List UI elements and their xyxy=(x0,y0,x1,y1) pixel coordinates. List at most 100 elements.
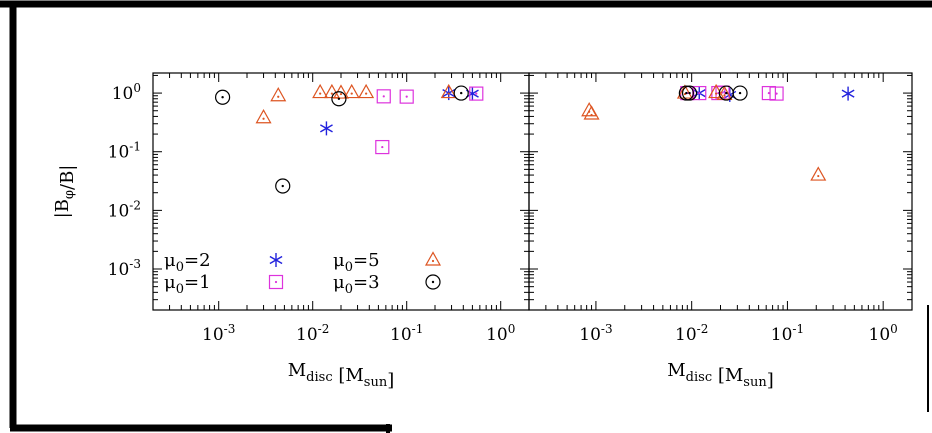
data-point xyxy=(692,85,707,101)
triangle-center-dot xyxy=(715,92,718,95)
x-tick-label: 100 xyxy=(486,322,515,345)
data-point xyxy=(681,85,698,101)
triangle-center-dot xyxy=(262,117,265,120)
series-mu3 xyxy=(214,85,469,194)
triangle-outline xyxy=(810,166,827,181)
square-center-dot xyxy=(405,95,408,98)
circle-center-dot xyxy=(337,97,341,100)
x-tick-label: 10-3 xyxy=(202,322,235,345)
x-tick-label: 100 xyxy=(869,322,898,345)
asterisk-stroke xyxy=(320,124,333,133)
data-point xyxy=(841,86,855,101)
data-point xyxy=(312,83,329,99)
data-point xyxy=(331,91,347,107)
y-tick-label: 10-3 xyxy=(108,257,141,280)
data-point xyxy=(270,87,287,102)
legend-label: μ0=5 xyxy=(333,250,380,275)
data-point xyxy=(581,102,598,117)
data-point xyxy=(214,89,231,105)
legend-marker xyxy=(268,274,284,290)
legend-marker xyxy=(425,274,441,290)
triangle-center-dot xyxy=(350,92,353,95)
square-center-dot xyxy=(274,280,278,284)
triangle-outline xyxy=(343,83,360,99)
triangle-outline xyxy=(440,83,457,99)
data-point xyxy=(375,139,390,155)
right-panel: 10-3 10-2 10-1 100 Mdisc [Msun] xyxy=(528,72,913,391)
legend-marker xyxy=(424,251,442,266)
series-mu5 xyxy=(255,83,457,124)
data-point xyxy=(810,166,827,181)
legend: μ0=2 μ0=5 μ0=1 μ0=3 xyxy=(164,250,442,297)
circle-outline xyxy=(331,91,347,107)
circle-outline xyxy=(275,178,291,194)
asterisk-stroke xyxy=(269,255,283,265)
data-point xyxy=(275,178,291,194)
data-point xyxy=(399,89,414,104)
data-point xyxy=(583,105,600,120)
y-tick-label: 10-1 xyxy=(108,140,141,163)
data-point xyxy=(320,121,333,136)
circle-center-dot xyxy=(685,91,688,95)
data-point xyxy=(469,86,484,101)
circle-center-dot xyxy=(688,91,691,95)
y-axis-label: |Bφ/B| xyxy=(52,165,78,219)
asterisk-stroke xyxy=(465,89,479,98)
square-center-dot xyxy=(767,91,770,95)
triangle-center-dot xyxy=(817,174,820,178)
triangle-outline xyxy=(581,102,598,117)
data-point xyxy=(343,83,360,99)
y-tick-label: 10-2 xyxy=(108,198,141,221)
x-tick-label: 10-2 xyxy=(675,322,708,345)
triangle-outline xyxy=(424,251,442,266)
asterisk-stroke xyxy=(841,89,855,98)
square-center-dot xyxy=(381,145,384,149)
legend-label: μ0=2 xyxy=(164,250,211,275)
square-center-dot xyxy=(698,91,701,95)
square-outline xyxy=(761,85,776,101)
data-point xyxy=(440,83,457,99)
data-point xyxy=(255,108,272,124)
data-point xyxy=(376,89,391,104)
circle-center-dot xyxy=(738,91,742,95)
square-outline xyxy=(399,89,414,104)
legend-marker xyxy=(269,253,283,267)
triangle-outline xyxy=(312,83,329,99)
data-point xyxy=(769,86,784,101)
triangle-outline xyxy=(583,105,600,120)
circle-outline xyxy=(732,85,748,101)
triangle-center-dot xyxy=(431,259,435,263)
square-outline xyxy=(375,139,390,155)
circle-center-dot xyxy=(460,91,463,95)
square-outline xyxy=(268,274,284,290)
circle-outline xyxy=(681,85,698,101)
triangle-center-dot xyxy=(277,95,280,98)
y-tick-label: 100 xyxy=(112,81,141,104)
square-center-dot xyxy=(382,95,385,98)
circle-outline xyxy=(453,85,469,101)
x-axis-label: Mdisc [Msun] xyxy=(288,360,395,391)
square-center-dot xyxy=(775,92,778,95)
circle-center-dot xyxy=(281,184,284,188)
square-outline xyxy=(469,86,484,101)
square-center-dot xyxy=(475,92,478,95)
data-point xyxy=(732,85,748,101)
triangle-center-dot xyxy=(339,92,343,96)
series-mu3 xyxy=(678,85,748,101)
triangle-center-dot xyxy=(365,92,368,95)
triangle-outline xyxy=(270,87,287,102)
square-outline xyxy=(376,89,391,104)
legend-label: μ0=1 xyxy=(164,272,211,297)
x-tick-label: 10-3 xyxy=(579,322,612,345)
data-point xyxy=(323,83,340,99)
square-outline xyxy=(692,85,707,101)
triangle-center-dot xyxy=(330,92,333,95)
x-tick-label: 10-1 xyxy=(390,322,423,345)
triangle-outline xyxy=(323,83,340,99)
data-point xyxy=(761,85,776,101)
circle-outline xyxy=(678,85,694,101)
triangle-center-dot xyxy=(319,92,322,95)
x-axis-label: Mdisc [Msun] xyxy=(667,360,774,391)
circle-outline xyxy=(425,274,441,290)
